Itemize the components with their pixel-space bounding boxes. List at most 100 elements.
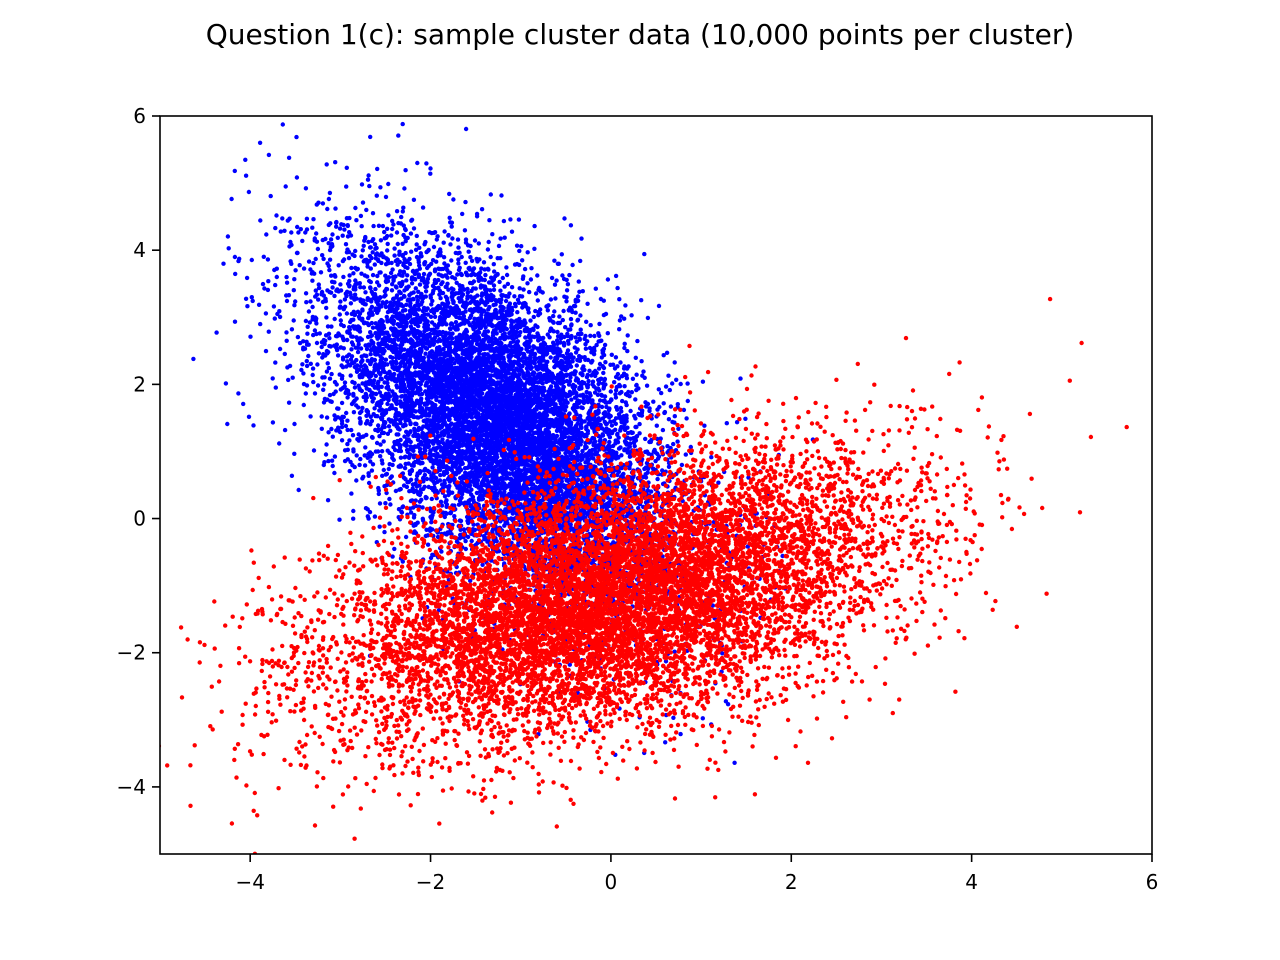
scatter-point — [338, 282, 343, 287]
scatter-point — [233, 271, 238, 277]
scatter-point — [655, 476, 660, 482]
scatter-point — [549, 275, 555, 281]
scatter-point — [332, 454, 338, 459]
scatter-point — [296, 487, 301, 493]
scatter-point — [527, 289, 532, 295]
scatter-point — [621, 471, 626, 477]
scatter-point — [289, 230, 294, 235]
scatter-point — [280, 216, 285, 221]
scatter-point — [324, 315, 329, 320]
scatter-point — [413, 433, 419, 439]
scatter-point — [389, 288, 395, 293]
scatter-point — [490, 232, 495, 237]
scatter-point — [351, 410, 357, 415]
scatter-point — [415, 520, 420, 525]
scatter-point — [683, 452, 688, 457]
scatter-point — [478, 285, 483, 290]
scatter-point — [561, 308, 566, 314]
scatter-point — [622, 345, 627, 351]
scatter-point — [325, 206, 330, 212]
scatter-point — [321, 462, 326, 468]
scatter-point — [448, 422, 453, 427]
scatter-point — [339, 400, 345, 406]
scatter-point — [685, 381, 690, 386]
scatter-point — [629, 313, 634, 318]
scatter-point — [296, 230, 301, 235]
scatter-point — [290, 375, 295, 380]
scatter-point — [352, 464, 357, 470]
scatter-point — [483, 272, 488, 278]
scatter-point — [351, 508, 356, 514]
scatter-point — [387, 521, 392, 526]
scatter-point — [368, 352, 373, 357]
scatter-point — [388, 502, 393, 507]
scatter-point — [671, 441, 676, 447]
scatter-point — [597, 398, 603, 403]
scatter-point — [263, 348, 269, 354]
scatter-point — [580, 289, 585, 294]
scatter-point — [300, 238, 305, 244]
scatter-point — [592, 333, 597, 339]
scatter-point — [283, 184, 288, 189]
scatter-point — [330, 434, 335, 439]
scatter-point — [339, 421, 345, 426]
scatter-point — [308, 414, 313, 419]
scatter-point — [402, 186, 407, 191]
scatter-point — [411, 197, 417, 202]
scatter-point — [450, 236, 455, 241]
scatter-point — [488, 192, 493, 197]
scatter-point — [461, 287, 467, 292]
scatter-point — [630, 376, 636, 381]
scatter-point — [292, 421, 297, 427]
scatter-point — [573, 335, 578, 340]
scatter-point — [377, 501, 383, 506]
scatter-point — [292, 451, 297, 456]
scatter-point — [300, 362, 305, 367]
scatter-point — [342, 380, 348, 385]
scatter-point — [548, 355, 553, 360]
scatter-point — [332, 413, 337, 418]
scatter-point — [613, 392, 618, 397]
scatter-point — [304, 216, 310, 221]
scatter-point — [639, 413, 645, 418]
scatter-point — [327, 190, 333, 196]
scatter-point — [282, 228, 287, 233]
scatter-point — [232, 254, 238, 260]
scatter-point — [337, 312, 342, 317]
scatter-point — [344, 184, 349, 189]
scatter-point — [358, 456, 363, 462]
scatter-point — [663, 384, 669, 389]
scatter-point — [452, 514, 457, 519]
scatter-point — [434, 259, 439, 264]
scatter-point — [476, 241, 481, 246]
scatter-point — [246, 189, 252, 195]
scatter-point — [617, 327, 622, 332]
scatter-point — [577, 289, 582, 294]
scatter-point — [596, 366, 602, 371]
scatter-point — [552, 258, 557, 263]
scatter-point — [414, 294, 420, 299]
scatter-point — [372, 514, 378, 519]
scatter-point — [322, 382, 327, 387]
scatter-point — [394, 383, 399, 388]
scatter-point — [371, 223, 376, 229]
scatter-point — [345, 337, 350, 343]
scatter-point — [583, 357, 588, 362]
scatter-point — [329, 324, 334, 329]
scatter-point — [342, 227, 347, 232]
scatter-point — [246, 414, 252, 419]
scatter-point — [381, 439, 386, 444]
scatter-point — [314, 292, 320, 297]
scatter-point — [431, 244, 437, 250]
scatter-point — [327, 376, 333, 381]
scatter-point — [379, 458, 385, 463]
scatter-point — [373, 413, 378, 419]
scatter-point — [392, 246, 397, 251]
scatter-point — [451, 197, 456, 202]
scatter-point — [363, 445, 368, 450]
scatter-point — [289, 327, 295, 332]
scatter-point — [358, 213, 364, 219]
scatter-point — [514, 243, 520, 248]
scatter-point — [266, 329, 271, 334]
scatter-point — [447, 191, 452, 197]
